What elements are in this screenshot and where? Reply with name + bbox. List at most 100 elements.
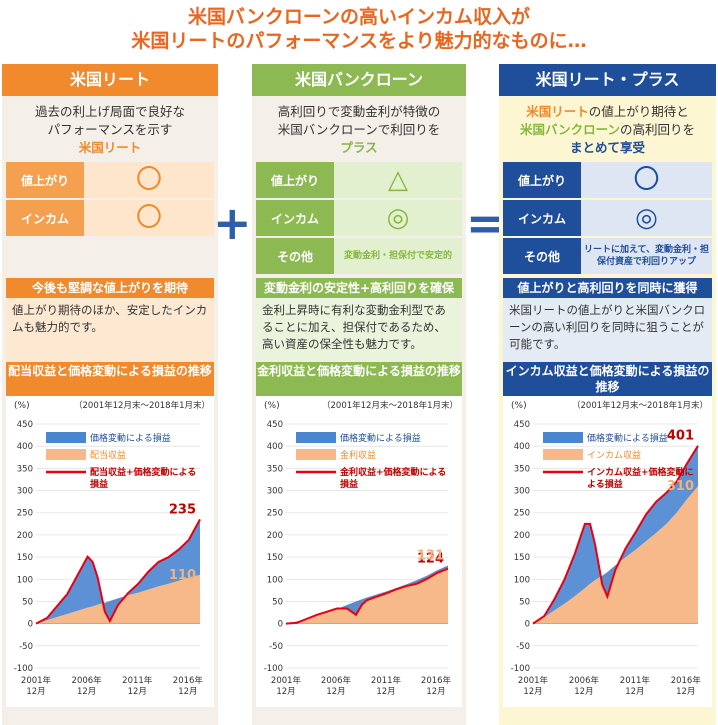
chart-period: （2001年12月末～2018年1月末） bbox=[322, 400, 458, 411]
chart-us-bank-loan: (%) （2001年12月末～2018年1月末） -100 -50 0 50 100 150 2… bbox=[264, 400, 458, 697]
legend-swatch-price bbox=[46, 432, 86, 443]
legend-label: 損益 bbox=[340, 478, 358, 490]
x-tick-label: 2006年 bbox=[321, 675, 352, 686]
x-tick-label: 2011年 bbox=[371, 675, 402, 686]
rating-double-circle-icon: ◎ bbox=[581, 200, 712, 236]
y-tick-label: 300 bbox=[514, 487, 530, 497]
desc-highlight-reit: 米国リート bbox=[526, 104, 589, 119]
feature-label: その他 bbox=[503, 238, 581, 274]
income-end-label: 110 bbox=[169, 568, 196, 583]
y-tick-label: -100 bbox=[264, 664, 283, 674]
y-tick-label: 450 bbox=[267, 420, 283, 430]
desc-line: 米国リートの値上がり期待と bbox=[503, 103, 712, 121]
column-description: 高利回りで変動金利が特徴の 米国バンクローンで利回りを プラス bbox=[252, 96, 466, 162]
y-tick-label: 200 bbox=[17, 531, 33, 541]
legend-swatch-price bbox=[543, 432, 583, 443]
feature-row: インカム 〇 bbox=[6, 200, 214, 236]
total-end-label: 124 bbox=[417, 552, 444, 567]
price-change-area bbox=[533, 445, 698, 624]
x-tick-label: 12月 bbox=[326, 687, 345, 697]
x-tick-label: 12月 bbox=[574, 687, 593, 697]
sub-text: 金利上昇時に有利な変動金利型であることに加え、担保付であるため、高い資産の保全性… bbox=[256, 298, 462, 362]
legend-swatch-income bbox=[296, 449, 336, 460]
chart-box: (%) （2001年12月末～2018年1月末） -100 -50 0 50 100 150 2… bbox=[503, 396, 712, 707]
feature-value: 変動金利・担保付で安定的 bbox=[334, 238, 462, 274]
y-axis-unit: (%) bbox=[264, 401, 280, 411]
y-axis-unit: (%) bbox=[511, 401, 527, 411]
rating-circle-icon: 〇 bbox=[581, 162, 712, 198]
x-tick-label: 12月 bbox=[178, 687, 197, 697]
y-tick-label: 0 bbox=[525, 620, 530, 630]
legend-label: 価格変動による損益 bbox=[587, 432, 668, 444]
y-tick-label: 250 bbox=[514, 509, 530, 519]
y-tick-label: 400 bbox=[514, 442, 530, 452]
x-tick-label: 12月 bbox=[276, 687, 295, 697]
income-area bbox=[286, 565, 448, 624]
x-tick-label: 2006年 bbox=[569, 675, 600, 686]
feature-label: インカム bbox=[503, 200, 581, 236]
rating-double-circle-icon: ◎ bbox=[334, 200, 462, 236]
y-tick-label: -100 bbox=[511, 664, 530, 674]
total-end-label: 235 bbox=[169, 502, 196, 517]
chart-title: 金利収益と価格変動による損益の推移 bbox=[256, 362, 462, 396]
legend-label: 損益 bbox=[90, 478, 108, 490]
sub-text: 値上がり期待のほか、安定したインカムも魅力的です。 bbox=[6, 298, 214, 362]
x-tick-label: 2016年 bbox=[421, 675, 452, 686]
feature-row: 値上がり 〇 bbox=[503, 162, 712, 198]
feature-row: インカム ◎ bbox=[503, 200, 712, 236]
y-tick-label: 350 bbox=[17, 464, 33, 474]
sub-text: 米国リートの値上がりと米国バンクローンの高い利回りを同時に狙うことが可能です。 bbox=[503, 298, 712, 362]
feature-row: 値上がり △ bbox=[256, 162, 462, 198]
chart-us-reit: (%) （2001年12月末～2018年1月末） -100 -50 0 50 100 150 2… bbox=[14, 400, 210, 697]
income-end-label: 310 bbox=[667, 479, 694, 494]
desc-highlight: 米国リート bbox=[78, 140, 142, 155]
headline-line-2: 米国リートのパフォーマンスをより魅力的なものに… bbox=[131, 30, 587, 52]
x-tick-label: 2001年 bbox=[21, 675, 52, 686]
x-tick-label: 2001年 bbox=[518, 675, 549, 686]
chart-box: (%) （2001年12月末～2018年1月末） -100 -50 0 50 100 150 2… bbox=[6, 396, 214, 707]
x-tick-label: 2011年 bbox=[122, 675, 153, 686]
x-tick-label: 12月 bbox=[625, 687, 644, 697]
y-tick-label: 200 bbox=[267, 531, 283, 541]
chart-us-reit-plus: (%) （2001年12月末～2018年1月末） -100 -50 0 50 100 150 2… bbox=[511, 400, 708, 697]
sub-title: 変動金利の安定性+高利回りを確保 bbox=[256, 278, 462, 298]
x-tick-label: 12月 bbox=[676, 687, 695, 697]
legend-label: よる損益 bbox=[587, 478, 623, 490]
y-tick-label: 50 bbox=[519, 597, 530, 607]
chart-title: インカム収益と価格変動による損益の推移 bbox=[503, 362, 712, 396]
y-tick-label: 350 bbox=[514, 464, 530, 474]
column-us-bank-loan: 米国バンクローン 高利回りで変動金利が特徴の 米国バンクローンで利回りを プラス… bbox=[252, 64, 466, 725]
desc-line: パフォーマンスを示す bbox=[47, 122, 173, 137]
y-tick-label: 100 bbox=[514, 575, 530, 585]
chart-period: （2001年12月末～2018年1月末） bbox=[572, 400, 708, 411]
column-title: 米国リート・プラス bbox=[499, 64, 716, 96]
y-tick-label: 150 bbox=[267, 553, 283, 563]
column-description: 米国リートの値上がり期待と 米国バンクローンの高利回りを まとめて享受 bbox=[499, 96, 716, 162]
x-tick-label: 2011年 bbox=[620, 675, 651, 686]
price-change-area bbox=[36, 519, 200, 624]
column-title: 米国リート bbox=[2, 64, 218, 96]
x-tick-label: 12月 bbox=[523, 687, 542, 697]
legend-swatch-price bbox=[296, 432, 336, 443]
desc-highlight: まとめて享受 bbox=[569, 140, 645, 155]
headline: 米国バンクローンの高いインカム収入が 米国リートのパフォーマンスをより魅力的なも… bbox=[0, 0, 718, 60]
chart-title: 配当収益と価格変動による損益の推移 bbox=[6, 362, 214, 396]
column-us-reit: 米国リート 過去の利上げ局面で良好な パフォーマンスを示す 米国リート 値上がり… bbox=[2, 64, 218, 725]
total-line bbox=[532, 445, 699, 625]
y-axis-unit: (%) bbox=[14, 401, 30, 411]
total-end-label: 401 bbox=[667, 429, 694, 444]
desc-line: 米国バンクローンの高利回りを bbox=[503, 121, 712, 139]
rating-circle-icon: 〇 bbox=[84, 162, 214, 198]
feature-label: 値上がり bbox=[6, 162, 84, 198]
sub-title: 今後も堅調な値上がりを期待 bbox=[6, 278, 214, 298]
x-tick-label: 2001年 bbox=[271, 675, 302, 686]
column-title: 米国バンクローン bbox=[252, 64, 466, 96]
x-tick-label: 2016年 bbox=[173, 675, 204, 686]
desc-text: の値上がり期待と bbox=[588, 104, 689, 119]
legend-label: 価格変動による損益 bbox=[90, 432, 171, 444]
feature-label: その他 bbox=[256, 238, 334, 274]
feature-row: その他 リートに加えて、変動金利・担保付資産で利回りアップ bbox=[503, 238, 712, 274]
equals-icon: = bbox=[466, 196, 505, 250]
desc-line: 米国バンクローンで利回りを bbox=[277, 122, 441, 137]
income-area bbox=[533, 486, 698, 624]
